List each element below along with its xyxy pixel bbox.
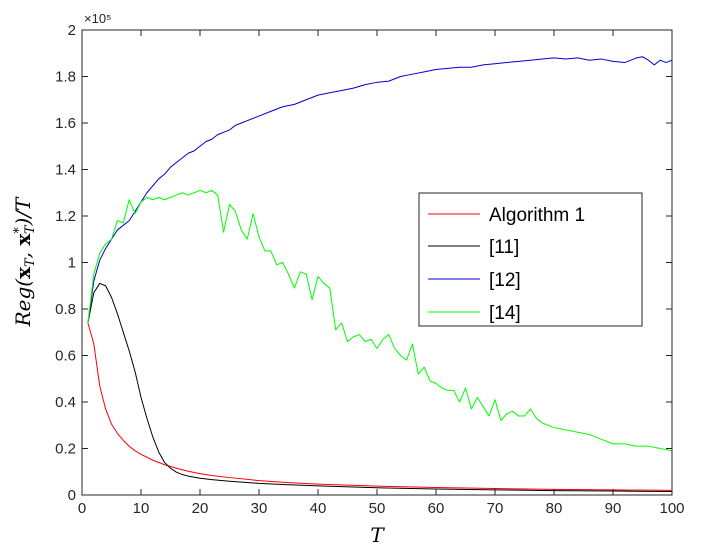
y-tick-label: 1.8 [55, 69, 76, 86]
x-tick-label: 70 [487, 500, 504, 517]
series-line-algorithm-1 [87, 322, 673, 491]
x-tick-label: 40 [310, 500, 327, 517]
y-tick-label: 0.6 [55, 348, 76, 365]
y-axis-label: Reg(xT, x*T)/T [11, 196, 38, 327]
legend-label: [11] [489, 237, 519, 258]
y-tick-label: 1 [68, 255, 76, 272]
legend-box [418, 192, 643, 327]
y-tick-label: 1.2 [55, 208, 76, 225]
y-tick-label: 1.4 [55, 162, 76, 179]
y-tick-label: 0.8 [55, 301, 76, 318]
x-axis-label: T [370, 523, 385, 547]
x-tick-label: 20 [192, 500, 209, 517]
y-tick-label: 0.2 [55, 441, 76, 458]
legend-label: [12] [489, 270, 521, 291]
series-layer [87, 56, 673, 493]
y-axis: 0 0.2 0.4 0.6 0.8 1 1.2 1.4 1.6 1.8 2 [55, 22, 672, 504]
y-tick-label: 2 [68, 22, 76, 39]
x-axis: 0 10 20 30 40 50 60 70 80 90 100 [78, 30, 685, 517]
y-tick-label: 0.4 [55, 394, 76, 411]
y-tick-label: 0 [68, 487, 76, 504]
x-tick-label: 50 [369, 500, 386, 517]
x-tick-label: 60 [428, 500, 445, 517]
series-line-11 [87, 282, 673, 493]
y-tick-label: 1.6 [55, 115, 76, 132]
x-tick-label: 30 [251, 500, 268, 517]
x-tick-label: 90 [605, 500, 622, 517]
x-tick-label: 0 [78, 500, 86, 517]
x-tick-label: 80 [546, 500, 563, 517]
legend-label: [14] [489, 303, 521, 324]
x-tick-label: 100 [659, 500, 684, 517]
legend: Algorithm 1 [11] [12] [14] [418, 192, 643, 327]
series-line-14 [87, 189, 673, 452]
legend-label: Algorithm 1 [489, 205, 585, 226]
series-line-12 [87, 56, 673, 324]
x-tick-label: 10 [133, 500, 150, 517]
y-exponent-label: ×10⁵ [84, 11, 111, 26]
